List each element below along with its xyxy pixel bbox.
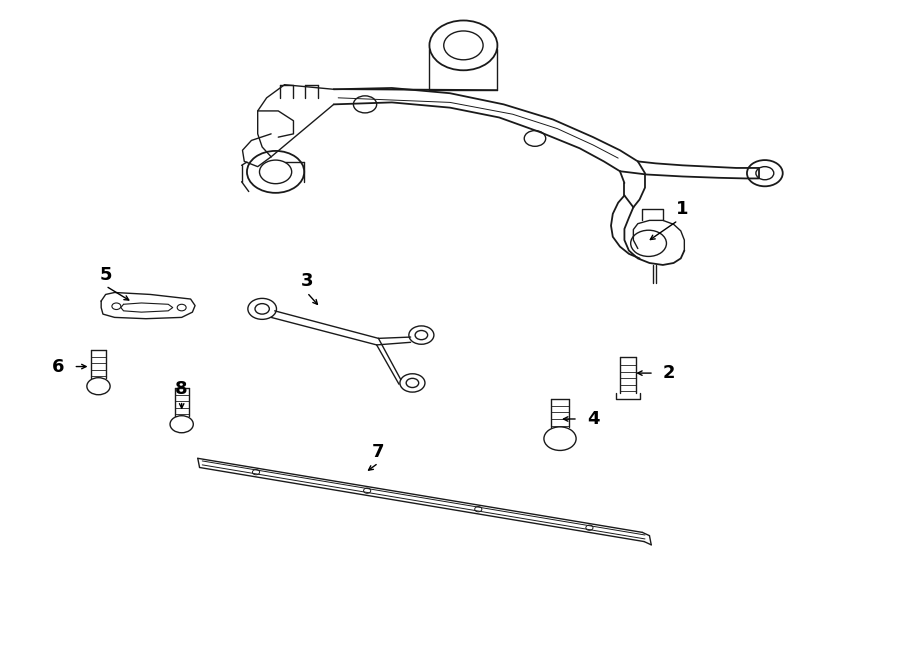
Text: 7: 7 [373, 443, 384, 461]
Text: 4: 4 [587, 410, 599, 428]
Text: 3: 3 [301, 272, 313, 290]
Text: 1: 1 [676, 200, 688, 218]
Text: 5: 5 [99, 266, 112, 284]
Text: 6: 6 [52, 358, 65, 375]
Text: 2: 2 [663, 364, 675, 382]
Text: 8: 8 [176, 381, 188, 399]
